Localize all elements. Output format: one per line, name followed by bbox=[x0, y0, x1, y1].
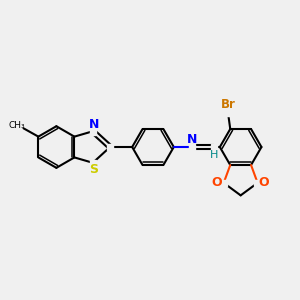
Text: N: N bbox=[89, 118, 100, 130]
Bar bbox=[90, 160, 96, 166]
Bar bbox=[107, 144, 113, 150]
Text: H: H bbox=[210, 150, 218, 160]
Bar bbox=[189, 144, 196, 150]
Text: O: O bbox=[212, 176, 223, 189]
Bar bbox=[220, 180, 227, 186]
Bar bbox=[223, 108, 232, 116]
Text: N: N bbox=[187, 133, 197, 146]
Bar bbox=[254, 180, 261, 186]
Text: Br: Br bbox=[220, 98, 235, 111]
Text: O: O bbox=[259, 176, 269, 189]
Text: S: S bbox=[89, 163, 98, 176]
Bar bbox=[90, 128, 96, 134]
Text: CH₃: CH₃ bbox=[9, 122, 25, 130]
Bar bbox=[211, 144, 217, 150]
